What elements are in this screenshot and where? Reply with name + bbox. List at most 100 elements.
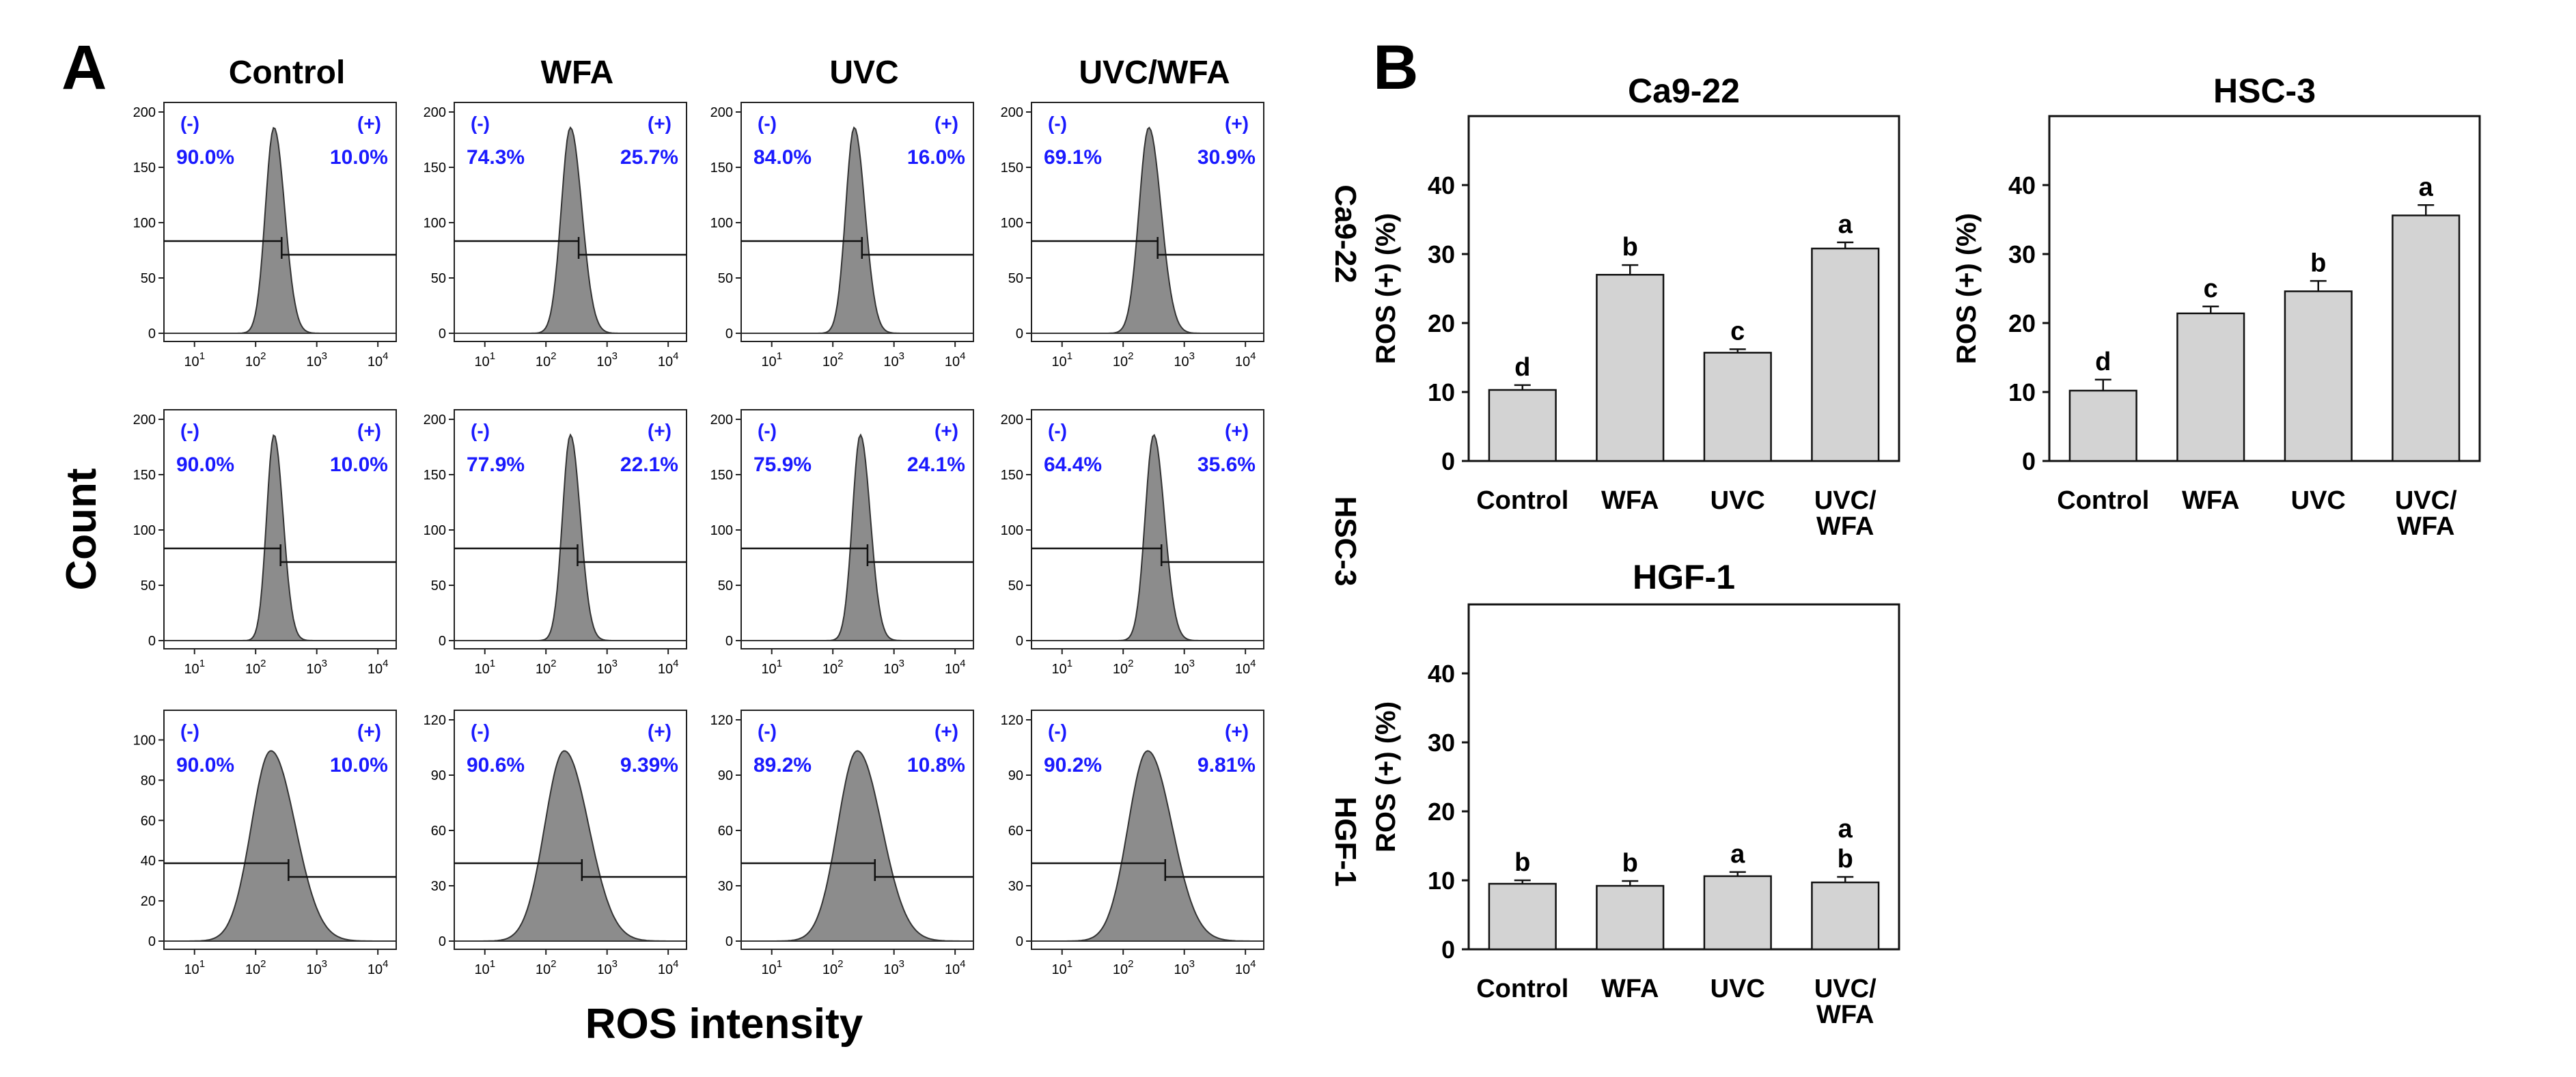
histogram-curve [454, 433, 687, 641]
y-tick-label: 20 [2008, 309, 2036, 337]
x-tick-base: 10 [368, 662, 383, 677]
x-tick-label: WFA [1816, 1001, 1874, 1029]
x-tick-label: 102 [1113, 658, 1134, 677]
percent-negative: 74.3% [467, 146, 525, 169]
x-tick-exponent: 1 [1067, 958, 1072, 970]
y-tick-label: 60 [718, 824, 733, 839]
bar-uvc-wfa [2392, 214, 2461, 462]
significance-letter: b [1838, 845, 1853, 873]
column-header-uvc-wfa: UVC/WFA [1079, 55, 1230, 91]
gate-negative-label: (-) [471, 113, 490, 134]
x-tick-exponent: 2 [551, 350, 556, 362]
x-tick-label: 102 [536, 958, 557, 977]
gate-positive-label: (+) [934, 420, 958, 441]
x-tick-label: 103 [306, 958, 327, 977]
histogram-curve [741, 750, 973, 942]
percent-negative: 90.0% [176, 754, 234, 777]
y-tick-label: 30 [1008, 879, 1023, 894]
y-tick-label: 0 [725, 326, 733, 341]
bar-uvc-wfa [1811, 881, 1880, 951]
significance-letter: a [1838, 815, 1853, 843]
x-tick-exponent: 1 [777, 350, 782, 362]
y-tick-label: 200 [1001, 412, 1023, 428]
y-tick-label: 40 [2008, 171, 2036, 199]
bar-control [2068, 389, 2137, 462]
y-tick-label: 50 [718, 578, 733, 593]
x-tick-label: 104 [368, 958, 389, 977]
y-tick-label: 20 [141, 894, 156, 909]
x-tick-label: 103 [306, 658, 327, 677]
x-tick-base: 10 [474, 354, 489, 369]
x-tick-label: 101 [474, 350, 495, 369]
x-tick-label: 103 [306, 350, 327, 369]
x-tick-base: 10 [822, 962, 837, 977]
x-tick-label: 104 [368, 350, 389, 369]
x-tick-label: WFA [1601, 975, 1659, 1003]
y-tick-label: 0 [148, 634, 156, 649]
histogram-grid: Control WFA UVC UVC/WFACa9-2205010015020010… [133, 55, 1362, 977]
gate-negative-label: (-) [758, 721, 777, 742]
x-tick-base: 10 [1113, 962, 1128, 977]
column-header-wfa: WFA [541, 55, 614, 91]
y-tick-label: 100 [133, 523, 156, 538]
x-tick-label: 101 [761, 958, 782, 977]
x-tick-exponent: 2 [260, 958, 266, 970]
x-tick-label: 104 [658, 958, 679, 977]
histogram-curve [1031, 750, 1264, 942]
percent-negative: 90.6% [467, 754, 525, 777]
y-axis-title-count: Count [58, 468, 105, 590]
y-tick-label: 50 [1008, 578, 1023, 593]
panel-a-label: A [61, 33, 107, 102]
x-tick-exponent: 3 [1189, 658, 1195, 669]
gate-positive-label: (+) [648, 113, 671, 134]
y-tick-label: 200 [710, 105, 733, 120]
y-tick-label: 0 [1016, 634, 1023, 649]
x-tick-label: WFA [1601, 486, 1659, 515]
x-tick-base: 10 [658, 354, 673, 369]
x-tick-exponent: 2 [551, 658, 556, 669]
y-tick-label: 100 [1001, 216, 1023, 231]
significance-letter: d [2095, 348, 2111, 376]
gate-positive-label: (+) [357, 420, 381, 441]
y-tick-label: 90 [718, 768, 733, 783]
gate-positive-label: (+) [648, 721, 671, 742]
bar-chart-hsc-3: HSC-3 ROS (+) (%) 0 10 20 30 40 d Control c WFA b UV… [1952, 72, 2481, 541]
x-tick-exponent: 3 [612, 658, 618, 669]
y-tick-label: 30 [431, 879, 446, 894]
bar-control [1488, 882, 1557, 951]
x-tick-label: 101 [184, 658, 205, 677]
histogram-curve [454, 750, 687, 942]
gate-negative-label: (-) [1048, 721, 1067, 742]
gate-positive-label: (+) [1225, 420, 1249, 441]
x-tick-exponent: 4 [960, 958, 965, 970]
y-tick-label: 10 [2008, 378, 2036, 406]
bar-uvc [1703, 352, 1772, 462]
x-tick-label: WFA [2182, 486, 2239, 515]
y-tick-label: 0 [1441, 447, 1455, 475]
y-tick-label: 10 [1428, 378, 1455, 406]
x-tick-exponent: 4 [383, 350, 388, 362]
gate-negative-label: (-) [180, 113, 199, 134]
x-tick-exponent: 1 [777, 958, 782, 970]
y-tick-label: 20 [1428, 309, 1455, 337]
column-header-uvc: UVC [829, 55, 898, 91]
x-tick-exponent: 1 [199, 350, 205, 362]
bar-chart-ca9-22: Ca9-22 ROS (+) (%) 0 10 20 30 40 d Control b WFA c U… [1371, 72, 1900, 541]
histogram-curve [1031, 126, 1264, 334]
y-tick-label: 40 [1428, 171, 1455, 199]
x-tick-label: Control [1476, 975, 1568, 1003]
significance-letter: b [1514, 848, 1530, 877]
x-tick-base: 10 [1174, 354, 1189, 369]
x-tick-base: 10 [306, 662, 321, 677]
x-tick-exponent: 1 [1067, 658, 1072, 669]
y-tick-label: 120 [710, 713, 733, 728]
plot-frame [1467, 603, 1900, 951]
y-tick-label: 30 [1428, 240, 1455, 268]
x-tick-label: 101 [1051, 350, 1072, 369]
x-tick-label: 101 [761, 658, 782, 677]
x-tick-base: 10 [474, 962, 489, 977]
gate-negative-label: (-) [1048, 420, 1067, 441]
histogram-curve [741, 126, 973, 334]
x-tick-label: 104 [945, 658, 966, 677]
